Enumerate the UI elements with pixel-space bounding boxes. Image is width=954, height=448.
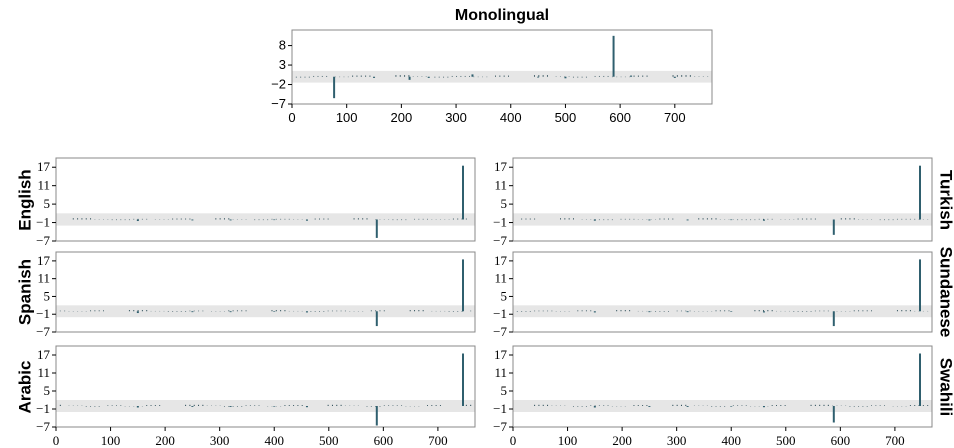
axes-frame xyxy=(55,251,476,333)
side-label: Arabic xyxy=(15,361,34,414)
y-tick-label: −7 xyxy=(36,233,50,248)
x-tick-label: 400 xyxy=(264,433,284,448)
y-tick-label: 11 xyxy=(37,271,50,286)
x-tick-label: 100 xyxy=(336,110,358,125)
x-tick-label: 500 xyxy=(555,110,577,125)
x-tick-label: 500 xyxy=(776,433,796,448)
y-tick-label: 11 xyxy=(37,178,50,193)
y-tick-label: −2 xyxy=(271,77,286,92)
y-tick-label: 17 xyxy=(37,253,51,268)
x-tick-label: 700 xyxy=(428,433,448,448)
noise-marks xyxy=(55,310,472,312)
y-tick-label: −1 xyxy=(493,306,507,321)
band xyxy=(56,305,475,318)
x-tick-label: 300 xyxy=(445,110,467,125)
y-tick-label: 17 xyxy=(37,159,51,174)
x-tick-label: 300 xyxy=(667,433,687,448)
band xyxy=(513,400,932,412)
band xyxy=(513,213,932,226)
band xyxy=(56,400,475,412)
y-tick-label: −7 xyxy=(36,419,50,434)
panel-title: Monolingual xyxy=(455,7,549,24)
axes-frame xyxy=(55,157,476,242)
band xyxy=(56,213,475,226)
y-tick-label: 5 xyxy=(501,196,508,211)
x-tick-label: 300 xyxy=(210,433,230,448)
y-tick-label: 5 xyxy=(501,288,508,303)
band xyxy=(292,70,712,83)
panel-monolingual: −7 −2 3 8 0 100 200 300 400 500 600 700 Monolingual xyxy=(271,7,713,125)
x-tick-label: 200 xyxy=(391,110,413,125)
panel-turkish: −7 −1 5 11 17 Turkish xyxy=(493,157,954,248)
y-tick-label: −1 xyxy=(493,215,507,230)
y-tick-label: 17 xyxy=(37,347,51,362)
x-tick-label: 600 xyxy=(831,433,851,448)
axes-frame xyxy=(512,157,933,242)
x-tick-label: 0 xyxy=(53,433,60,448)
x-tick-label: 700 xyxy=(885,433,905,448)
y-tick-label: −1 xyxy=(36,401,50,416)
y-tick-label: 5 xyxy=(44,196,51,211)
y-tick-label: 5 xyxy=(44,288,51,303)
y-tick-label: 17 xyxy=(494,159,508,174)
x-tick-label: 700 xyxy=(664,110,686,125)
y-tick-label: 11 xyxy=(494,271,507,286)
y-tick-label: 8 xyxy=(279,38,286,53)
y-tick-label: 17 xyxy=(494,347,508,362)
x-tick-label: 500 xyxy=(319,433,339,448)
x-tick-label: 0 xyxy=(510,433,517,448)
y-tick-label: −7 xyxy=(271,96,286,111)
x-tick-label: 100 xyxy=(558,433,578,448)
noise-marks xyxy=(534,404,929,407)
axes-frame xyxy=(55,345,476,428)
x-tick-label: 600 xyxy=(609,110,631,125)
noise-marks xyxy=(72,218,467,221)
y-tick-label: 11 xyxy=(494,178,507,193)
y-tick-label: −1 xyxy=(36,215,50,230)
side-label: Swahili xyxy=(937,358,954,417)
noise-marks xyxy=(516,310,929,312)
y-tick-label: −1 xyxy=(493,401,507,416)
side-label: Spanish xyxy=(15,259,34,325)
noise-marks xyxy=(291,75,709,78)
x-tick-label: 200 xyxy=(612,433,632,448)
x-tick-label: 0 xyxy=(288,110,295,125)
panel-swahili: −7 −1 5 11 17 0 100 200 300 400 500 600 700 Swahili xyxy=(493,345,954,448)
axes-frame xyxy=(512,345,933,428)
y-tick-label: 5 xyxy=(501,383,508,398)
y-tick-label: 11 xyxy=(494,365,507,380)
side-label: English xyxy=(15,169,34,230)
y-tick-label: −7 xyxy=(493,233,507,248)
axes-frame xyxy=(291,29,713,105)
x-tick-label: 400 xyxy=(500,110,522,125)
y-tick-label: −7 xyxy=(36,324,50,339)
noise-marks xyxy=(55,404,472,407)
y-tick-label: 3 xyxy=(279,57,286,72)
y-tick-label: 5 xyxy=(44,383,51,398)
y-tick-label: −1 xyxy=(36,306,50,321)
panel-sundanese: −7 −1 5 11 17 Sundanese xyxy=(493,247,954,339)
y-tick-label: 17 xyxy=(494,253,508,268)
x-tick-label: 200 xyxy=(155,433,175,448)
side-label: Turkish xyxy=(937,170,954,230)
y-tick-label: −7 xyxy=(493,419,507,434)
side-label: Sundanese xyxy=(937,247,954,338)
band xyxy=(513,305,932,318)
y-tick-label: −7 xyxy=(493,324,507,339)
x-tick-label: 600 xyxy=(374,433,394,448)
x-tick-label: 400 xyxy=(721,433,741,448)
axes-frame xyxy=(512,251,933,333)
y-tick-label: 11 xyxy=(37,365,50,380)
panel-arabic: −7 −1 5 11 17 0 100 200 300 400 500 600 700 Arabic xyxy=(15,345,476,448)
x-tick-label: 100 xyxy=(101,433,121,448)
noise-marks xyxy=(512,218,929,221)
